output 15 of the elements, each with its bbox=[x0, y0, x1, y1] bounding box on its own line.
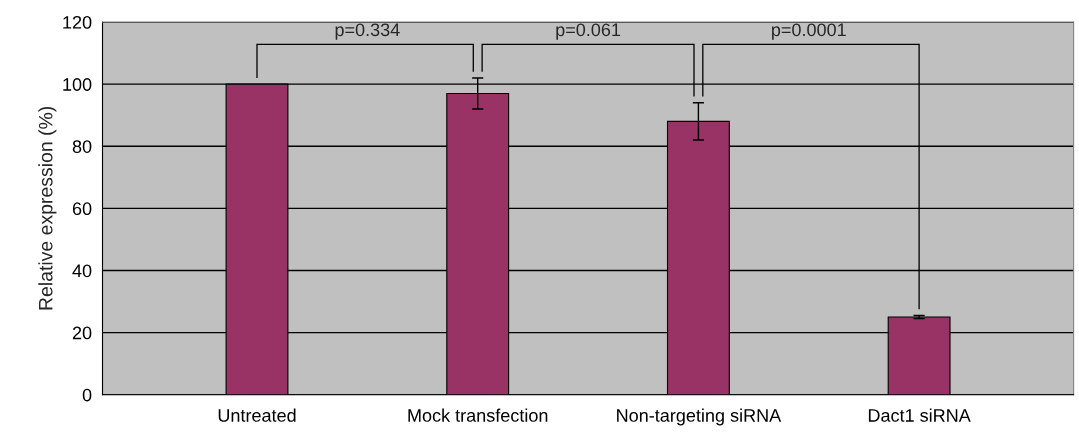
y-tick-label: 0 bbox=[82, 388, 92, 402]
y-tick-label: 20 bbox=[72, 326, 92, 340]
y-tick-label: 100 bbox=[63, 78, 92, 91]
x-tick-label: Untreated bbox=[218, 408, 296, 422]
y-tick-label: 40 bbox=[72, 264, 92, 278]
y-tick-label: 80 bbox=[72, 140, 92, 153]
y-axis-title: Relative expression (%) bbox=[38, 106, 57, 310]
annotation: p=0.334 bbox=[335, 23, 400, 40]
annotation: p=0.061 bbox=[556, 23, 621, 40]
x-tick-label: Mock transfection bbox=[408, 408, 548, 422]
annotation: p=0.0001 bbox=[772, 23, 846, 40]
x-tick-label: Non-targeting siRNA bbox=[617, 408, 782, 426]
y-tick-label: 120 bbox=[63, 15, 92, 29]
y-tick-label: 60 bbox=[72, 202, 92, 216]
x-tick-label: Dact1 siRNA bbox=[868, 408, 971, 422]
